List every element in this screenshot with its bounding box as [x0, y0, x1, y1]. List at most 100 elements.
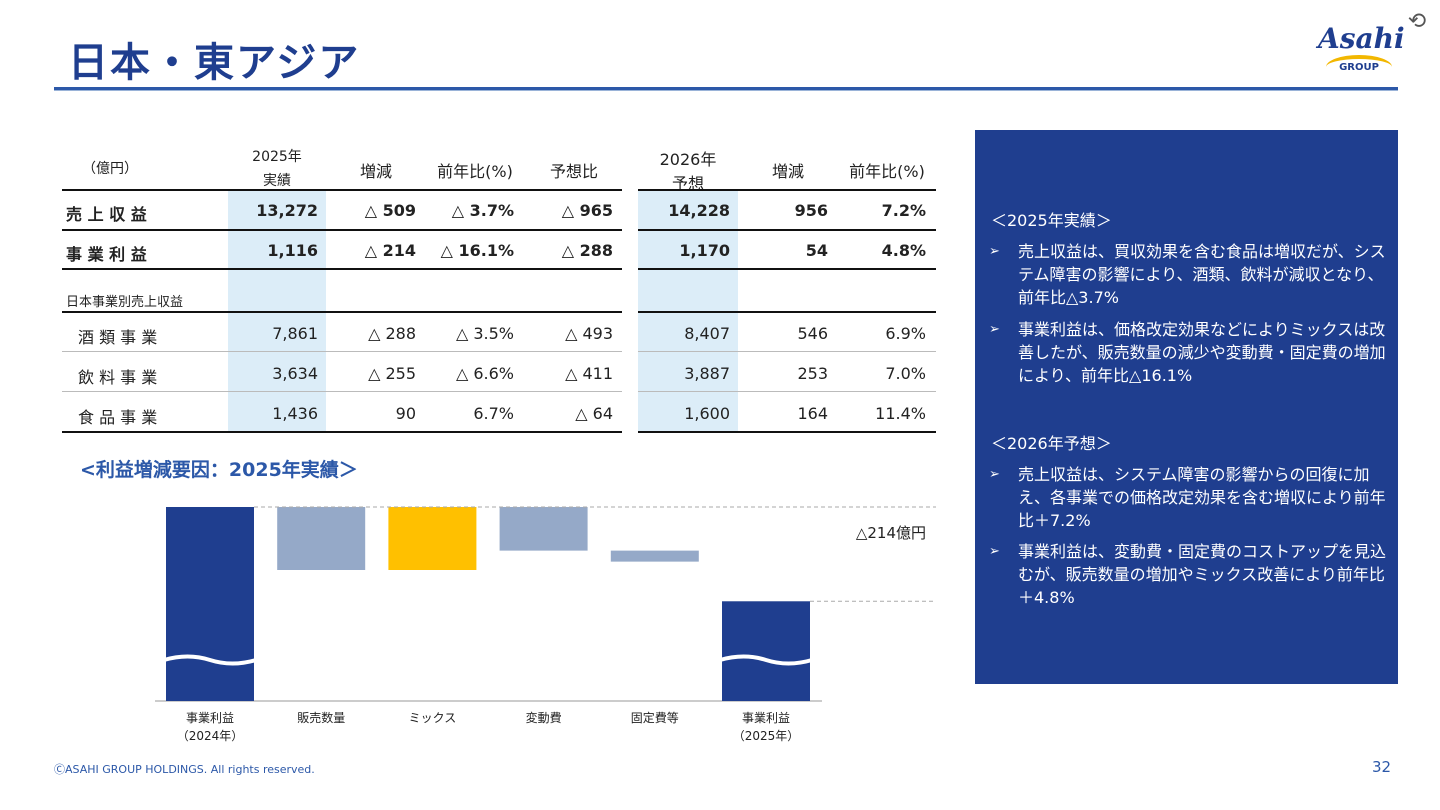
bullet-arrow-icon: ➢ [989, 544, 1000, 559]
row-yoy2: 4.8% [881, 241, 926, 260]
row-actual: 1,116 [267, 241, 318, 260]
row-rule-right [638, 229, 936, 231]
segment-rule-left [62, 351, 622, 352]
row-label: 事 業 利 益 [66, 245, 147, 264]
header-forecast-year: 2026年 [659, 150, 717, 169]
asahi-group-logo: Asahi GROUP [1318, 22, 1405, 79]
logo-text: Asahi [1318, 22, 1405, 55]
segment-label: 食 品 事 業 [78, 408, 158, 427]
category-label: 販売数量 [297, 710, 345, 725]
waterfall-bar [610, 550, 699, 562]
row-yoy: △ 3.7% [451, 201, 514, 220]
row-vs-forecast: △ 288 [561, 241, 613, 260]
page-title: 日本・東アジア [68, 40, 361, 86]
header-vs-forecast: 予想比 [549, 162, 598, 181]
row-change: △ 509 [364, 201, 416, 220]
segment-rule-right [638, 351, 936, 352]
segment-actual: 1,436 [272, 404, 318, 423]
row-change2: 54 [805, 241, 828, 260]
segment-vs-forecast: △ 411 [565, 364, 613, 383]
segment-change: 90 [395, 404, 416, 423]
waterfall-bar [166, 507, 254, 701]
segment-yoy: △ 3.5% [455, 324, 514, 343]
waterfall-bar [388, 507, 477, 570]
title-divider-thin [54, 90, 1398, 91]
category-label: （2024年） [177, 729, 244, 743]
forecast-commentary-header: ＜2026年予想＞ [991, 434, 1112, 453]
chart-title: <利益増減要因：2025年実績＞ [80, 459, 358, 481]
axis-break-wave [163, 654, 257, 666]
category-label: 固定費等 [631, 710, 679, 725]
row-forecast: 14,228 [668, 201, 730, 220]
category-label: ミックス [409, 711, 457, 725]
header-rule-left [62, 189, 622, 191]
row-forecast: 1,170 [679, 241, 730, 260]
row-yoy: △ 16.1% [440, 241, 514, 260]
bullet-text: 事業利益は、変動費・固定費のコストアップを見込むが、販売数量の増加やミックス改善… [1018, 542, 1387, 607]
table-bottom-rule-right [638, 431, 936, 433]
table-bottom-rule-left [62, 431, 622, 433]
bullet-text: 売上収益は、システム障害の影響からの回復に加え、各事業での価格改定効果を含む増収… [1018, 465, 1386, 530]
unit-label: （億円） [82, 161, 138, 177]
actual-bullet: ➢ 事業利益は、価格改定効果などによりミックスは改善したが、販売数量の減少や変動… [989, 318, 1387, 388]
row-rule-left [62, 268, 622, 270]
bullet-text: 事業利益は、価格改定効果などによりミックスは改善したが、販売数量の減少や変動費・… [1018, 320, 1386, 385]
segment-actual: 7,861 [272, 324, 318, 343]
header-actual-year: 2025年 [252, 149, 302, 165]
segment-rule-right [638, 391, 936, 392]
header-actual-label: 実績 [263, 173, 291, 189]
row-rule-left [62, 229, 622, 231]
logo-arc [1326, 55, 1392, 79]
row-yoy2: 7.2% [881, 201, 926, 220]
segment-change2: 253 [797, 364, 828, 383]
header-yoy2: 前年比(%) [849, 162, 925, 181]
category-label: 事業利益 [742, 711, 790, 725]
category-label: 事業利益 [186, 711, 234, 725]
segment-yoy: 6.7% [473, 404, 514, 423]
segment-forecast: 1,600 [684, 404, 730, 423]
segment-yoy2: 11.4% [875, 404, 926, 423]
header-forecast-label: 予想 [671, 174, 704, 193]
title-divider [54, 87, 1398, 90]
category-label: （2025年） [733, 729, 800, 743]
page-number: 32 [1372, 758, 1392, 776]
row-rule-right [638, 268, 936, 270]
logo-subtext: GROUP [1339, 62, 1379, 73]
segment-forecast: 8,407 [684, 324, 730, 343]
segment-change2: 164 [797, 404, 828, 423]
segment-forecast: 3,887 [684, 364, 730, 383]
segment-label: 飲 料 事 業 [78, 368, 158, 387]
bullet-arrow-icon: ➢ [989, 467, 1000, 482]
header-change2: 増減 [771, 162, 804, 181]
actual-commentary-header: ＜2025年実績＞ [991, 211, 1112, 230]
segment-actual: 3,634 [272, 364, 318, 383]
commentary-panel: ＜2025年実績＞ ➢ 売上収益は、買収効果を含む食品は増収だが、システム障害の… [975, 130, 1398, 684]
waterfall-bar [722, 601, 810, 701]
segment-yoy2: 6.9% [885, 324, 926, 343]
header-change: 増減 [359, 162, 392, 181]
category-label: 変動費 [526, 710, 562, 725]
segment-vs-forecast: △ 64 [575, 404, 613, 423]
segment-yoy2: 7.0% [885, 364, 926, 383]
copyright-footer: ⒸASAHI GROUP HOLDINGS. All rights reserv… [54, 763, 315, 776]
axis-break-wave [719, 654, 813, 666]
segment-yoy: △ 6.6% [455, 364, 514, 383]
waterfall-bar [277, 507, 366, 570]
row-change2: 956 [794, 201, 828, 220]
forecast-bullet: ➢ 事業利益は、変動費・固定費のコストアップを見込むが、販売数量の増加やミックス… [989, 540, 1387, 610]
segment-change2: 546 [797, 324, 828, 343]
change-annotation: △214億円 [856, 524, 926, 542]
bullet-arrow-icon: ➢ [989, 244, 1000, 259]
waterfall-bar [499, 507, 588, 551]
segment-vs-forecast: △ 493 [565, 324, 613, 343]
segment-change: △ 288 [368, 324, 416, 343]
reload-icon[interactable]: ⟲ [1407, 9, 1427, 34]
header-yoy: 前年比(%) [437, 162, 513, 181]
segment-rule-right [638, 311, 936, 313]
segment-section-label: 日本事業別売上収益 [66, 295, 184, 310]
segment-change: △ 255 [368, 364, 416, 383]
row-change: △ 214 [364, 241, 416, 260]
row-vs-forecast: △ 965 [561, 201, 613, 220]
bullet-text: 売上収益は、買収効果を含む食品は増収だが、システム障害の影響により、酒類、飲料が… [1018, 242, 1386, 307]
